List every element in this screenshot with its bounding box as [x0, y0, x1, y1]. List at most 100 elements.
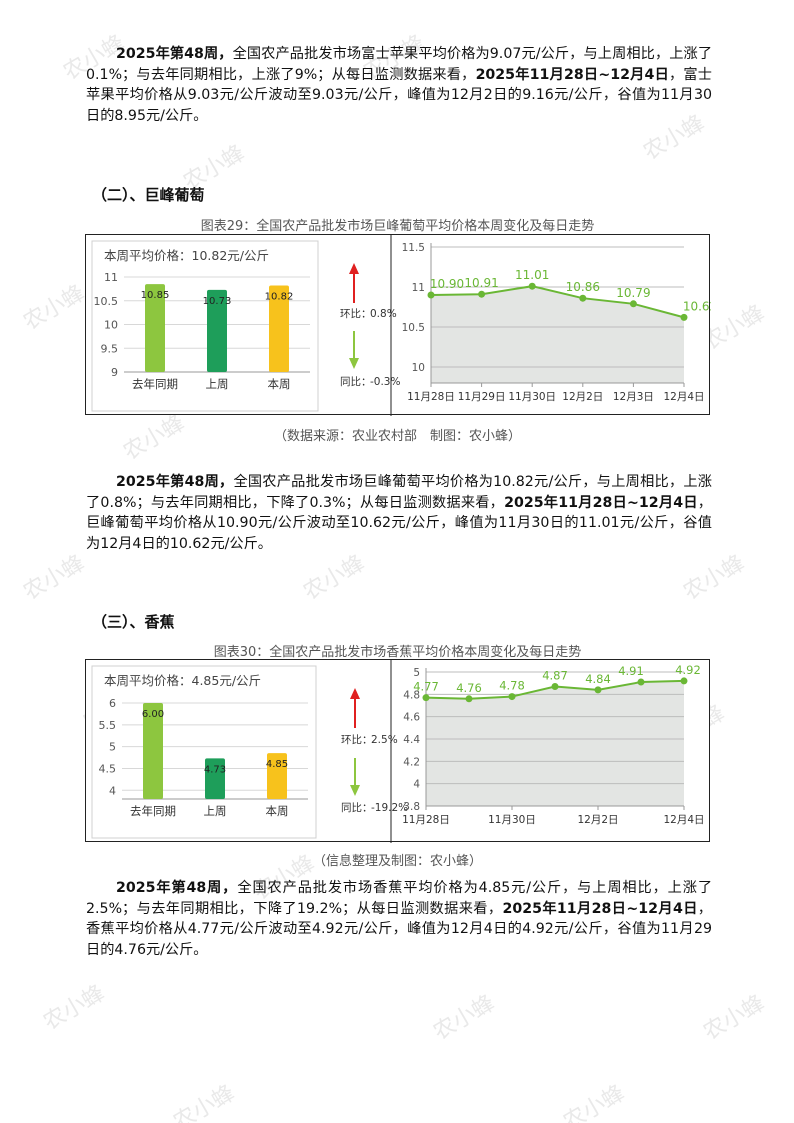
data-point: [422, 694, 430, 702]
bar-y-tick-label: 9.5: [101, 342, 119, 355]
bar-y-tick-label: 10.5: [94, 295, 119, 308]
data-point: [478, 290, 486, 298]
down-arrow-head-icon: [349, 358, 359, 369]
line-y-tick-label: 4.4: [403, 734, 420, 746]
bar-category-label: 上周: [206, 377, 229, 391]
bar-0: [143, 703, 163, 799]
text-run: ，香蕉平均价格从4.77元/公斤波动至4.92元/公斤，峰值为12月4日的4.9…: [86, 900, 712, 958]
bold-text-run: 2025年11月28日~12月4日: [504, 494, 698, 511]
line-x-tick-label: 11月28日: [402, 814, 450, 826]
bold-text-run: 2025年第48周，: [116, 46, 233, 62]
hb-label: 环比：: [340, 307, 372, 320]
bar-chart-title: 本周平均价格：4.85元/公斤: [104, 673, 261, 688]
bar-category-label: 去年同期: [132, 377, 178, 391]
banana-chart-svg: 本周平均价格：4.85元/公斤 4 4.5 5 5.5 6 6.00 去年同期 4.73 上周 4.…: [91, 660, 705, 843]
bar-value-label: 4.73: [204, 764, 226, 775]
bar-y-tick-label: 5: [109, 741, 116, 754]
grape-chart-svg: 本周平均价格：10.82元/公斤 9 9.5 10 10.5 11 10.85 去年同期 10.…: [91, 235, 711, 416]
data-point: [508, 693, 516, 701]
paragraph-apple: 2025年第48周，全国农产品批发市场富士苹果平均价格为9.07元/公斤，与上周…: [86, 44, 712, 126]
watermark-text: 农小蜂: [699, 990, 770, 1046]
data-value-label: 10.90: [430, 277, 464, 291]
bar-y-tick-label: 4.5: [99, 762, 117, 775]
bar-2: [267, 753, 287, 799]
bar-2: [269, 285, 289, 372]
data-value-label: 4.87: [542, 669, 568, 683]
area-fill: [431, 286, 684, 383]
data-value-label: 10.62: [683, 299, 711, 313]
data-value-label: 4.77: [413, 680, 439, 694]
figure-source-banana: （信息整理及制图：农小蜂）: [312, 854, 482, 869]
bar-category-label: 去年同期: [130, 804, 176, 818]
line-x-tick-label: 12月2日: [577, 814, 618, 826]
figure-caption-grape: 图表29：全国农产品批发市场巨峰葡萄平均价格本周变化及每日走势: [200, 219, 595, 234]
line-y-tick-label: 5: [413, 667, 420, 679]
line-y-tick-label: 4.8: [403, 689, 420, 701]
hb-value: 0.8%: [370, 308, 397, 320]
bar-category-label: 上周: [204, 804, 227, 818]
text-run: ，巨峰葡萄平均价格从10.90元/公斤波动至10.62元/公斤，峰值为11月30…: [86, 494, 712, 552]
bar-category-label: 本周: [266, 804, 289, 818]
line-y-tick-label: 4.2: [403, 756, 420, 768]
up-arrow-head-icon: [349, 263, 359, 274]
line-x-tick-label: 11月28日: [407, 391, 455, 403]
line-y-tick-label: 11: [412, 282, 425, 294]
data-point: [551, 683, 559, 691]
bar-value-label: 10.73: [203, 296, 232, 307]
bar-y-tick-label: 10: [104, 319, 118, 332]
section-heading-banana: （三）、香蕉: [92, 613, 175, 631]
line-x-tick-label: 12月4日: [663, 391, 704, 403]
line-x-tick-label: 11月29日: [458, 391, 506, 403]
watermark-text: 农小蜂: [169, 1080, 240, 1123]
line-y-tick-label: 10: [412, 362, 425, 374]
data-value-label: 4.84: [585, 672, 611, 686]
bar-value-label: 6.00: [142, 709, 164, 720]
data-point: [465, 695, 473, 703]
line-y-tick-label: 4.6: [403, 712, 420, 724]
line-y-tick-label: 4: [413, 779, 420, 791]
data-point: [528, 282, 536, 290]
data-value-label: 10.91: [464, 276, 498, 290]
bold-text-run: 2025年11月28日~12月4日: [502, 900, 698, 917]
paragraph-grape: 2025年第48周，全国农产品批发市场巨峰葡萄平均价格为10.82元/公斤，与上…: [86, 472, 712, 554]
line-x-tick-label: 12月3日: [613, 391, 654, 403]
bar-value-label: 10.82: [265, 292, 294, 303]
chart-panel-grape: 本周平均价格：10.82元/公斤 9 9.5 10 10.5 11 10.85 去年同期 10.…: [85, 234, 711, 416]
paragraph-banana: 2025年第48周，全国农产品批发市场香蕉平均价格为4.85元/公斤，与上周相比…: [86, 878, 712, 960]
data-value-label: 4.78: [499, 679, 525, 693]
down-arrow-head-icon: [350, 785, 360, 796]
data-value-label: 10.86: [566, 280, 600, 294]
data-value-label: 10.79: [616, 286, 650, 300]
data-value-label: 4.92: [675, 663, 701, 677]
figure-source-grape: （数据来源：农业农村部 制图：农小蜂）: [273, 429, 521, 444]
series-line: [430, 285, 685, 319]
line-x-tick-label: 12月2日: [562, 391, 603, 403]
bar-value-label: 4.85: [266, 759, 288, 770]
line-y-tick-label: 10.5: [402, 322, 425, 334]
section-heading-grape: （二）、巨峰葡萄: [92, 186, 205, 204]
bar-y-tick-label: 11: [104, 271, 118, 284]
data-point: [579, 294, 587, 302]
watermark-text: 农小蜂: [679, 550, 750, 606]
chart-panel-banana: 本周平均价格：4.85元/公斤 4 4.5 5 5.5 6 6.00 去年同期 4.73 上周 4.…: [85, 659, 710, 843]
bar-y-tick-label: 9: [111, 366, 118, 379]
area-fill: [426, 680, 684, 806]
data-point: [637, 678, 645, 686]
bar-y-tick-label: 5.5: [99, 719, 117, 732]
watermark-text: 农小蜂: [429, 990, 500, 1046]
bar-category-label: 本周: [268, 377, 291, 391]
tb-label: 同比：: [340, 375, 372, 388]
tb-label: 同比：: [341, 801, 373, 814]
text-run: 全国农产品批发市场富士苹果平均价格为9.07元/公斤，与上周相比，上涨了0.1%…: [86, 46, 713, 83]
watermark-text: 农小蜂: [39, 980, 110, 1036]
bar-y-tick-label: 4: [109, 784, 116, 797]
data-point: [427, 291, 435, 299]
hb-value: 2.5%: [371, 734, 398, 746]
line-x-tick-label: 11月30日: [508, 391, 556, 403]
watermark-text: 农小蜂: [559, 1080, 630, 1123]
bar-chart-frame: [91, 665, 317, 839]
data-value-label: 4.91: [618, 664, 644, 678]
watermark-text: 农小蜂: [19, 280, 90, 336]
text-run: ，富士苹果平均价格从9.03元/公斤波动至9.03元/公斤，峰值为12月2日的9…: [86, 66, 712, 124]
line-x-tick-label: 11月30日: [488, 814, 536, 826]
